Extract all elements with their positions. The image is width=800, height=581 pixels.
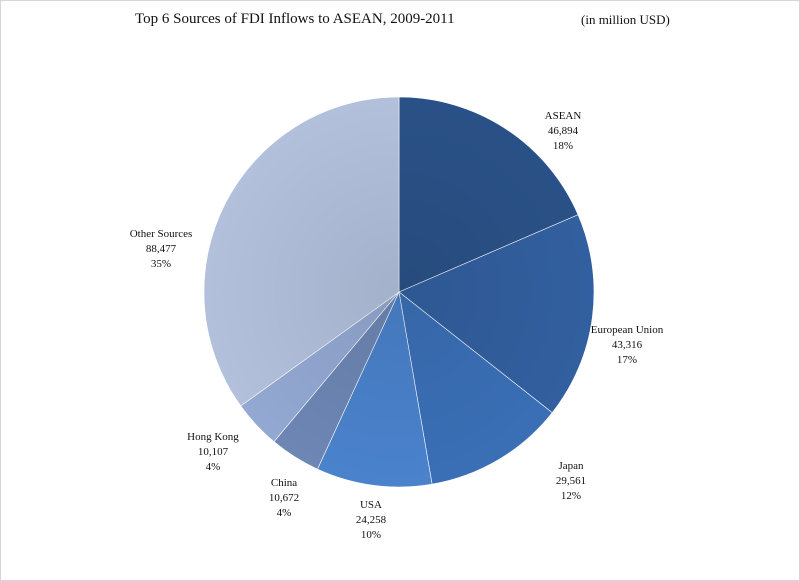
label-usa-percent: 10% (361, 529, 381, 541)
label-hong-kong-value: 10,107 (198, 446, 229, 458)
pie-slice-labels: ASEAN 46,894 18% European Union 43,316 17% Jap… (130, 110, 664, 541)
label-asean-value: 46,894 (548, 125, 579, 137)
label-usa-value: 24,258 (356, 514, 387, 526)
label-european-union-value: 43,316 (612, 339, 643, 351)
label-hong-kong-percent: 4% (206, 461, 221, 473)
label-japan-name: Japan (558, 460, 584, 472)
label-european-union-name: European Union (591, 324, 664, 336)
label-china-value: 10,672 (269, 492, 299, 504)
chart-title: Top 6 Sources of FDI Inflows to ASEAN, 2… (135, 11, 455, 27)
unit-label: (in million USD) (581, 12, 670, 27)
label-china-percent: 4% (277, 507, 292, 519)
label-asean-name: ASEAN (545, 110, 582, 122)
label-japan-percent: 12% (561, 490, 581, 502)
pie-shading (204, 97, 594, 487)
label-other-sources-percent: 35% (151, 258, 171, 270)
label-china-name: China (271, 477, 297, 489)
label-other-sources-name: Other Sources (130, 228, 193, 240)
label-hong-kong-name: Hong Kong (187, 431, 239, 443)
label-asean-percent: 18% (553, 140, 573, 152)
label-other-sources-value: 88,477 (146, 243, 177, 255)
label-usa-name: USA (360, 499, 382, 511)
pie-slices (203, 96, 595, 488)
label-japan-value: 29,561 (556, 475, 586, 487)
label-european-union-percent: 17% (617, 354, 637, 366)
